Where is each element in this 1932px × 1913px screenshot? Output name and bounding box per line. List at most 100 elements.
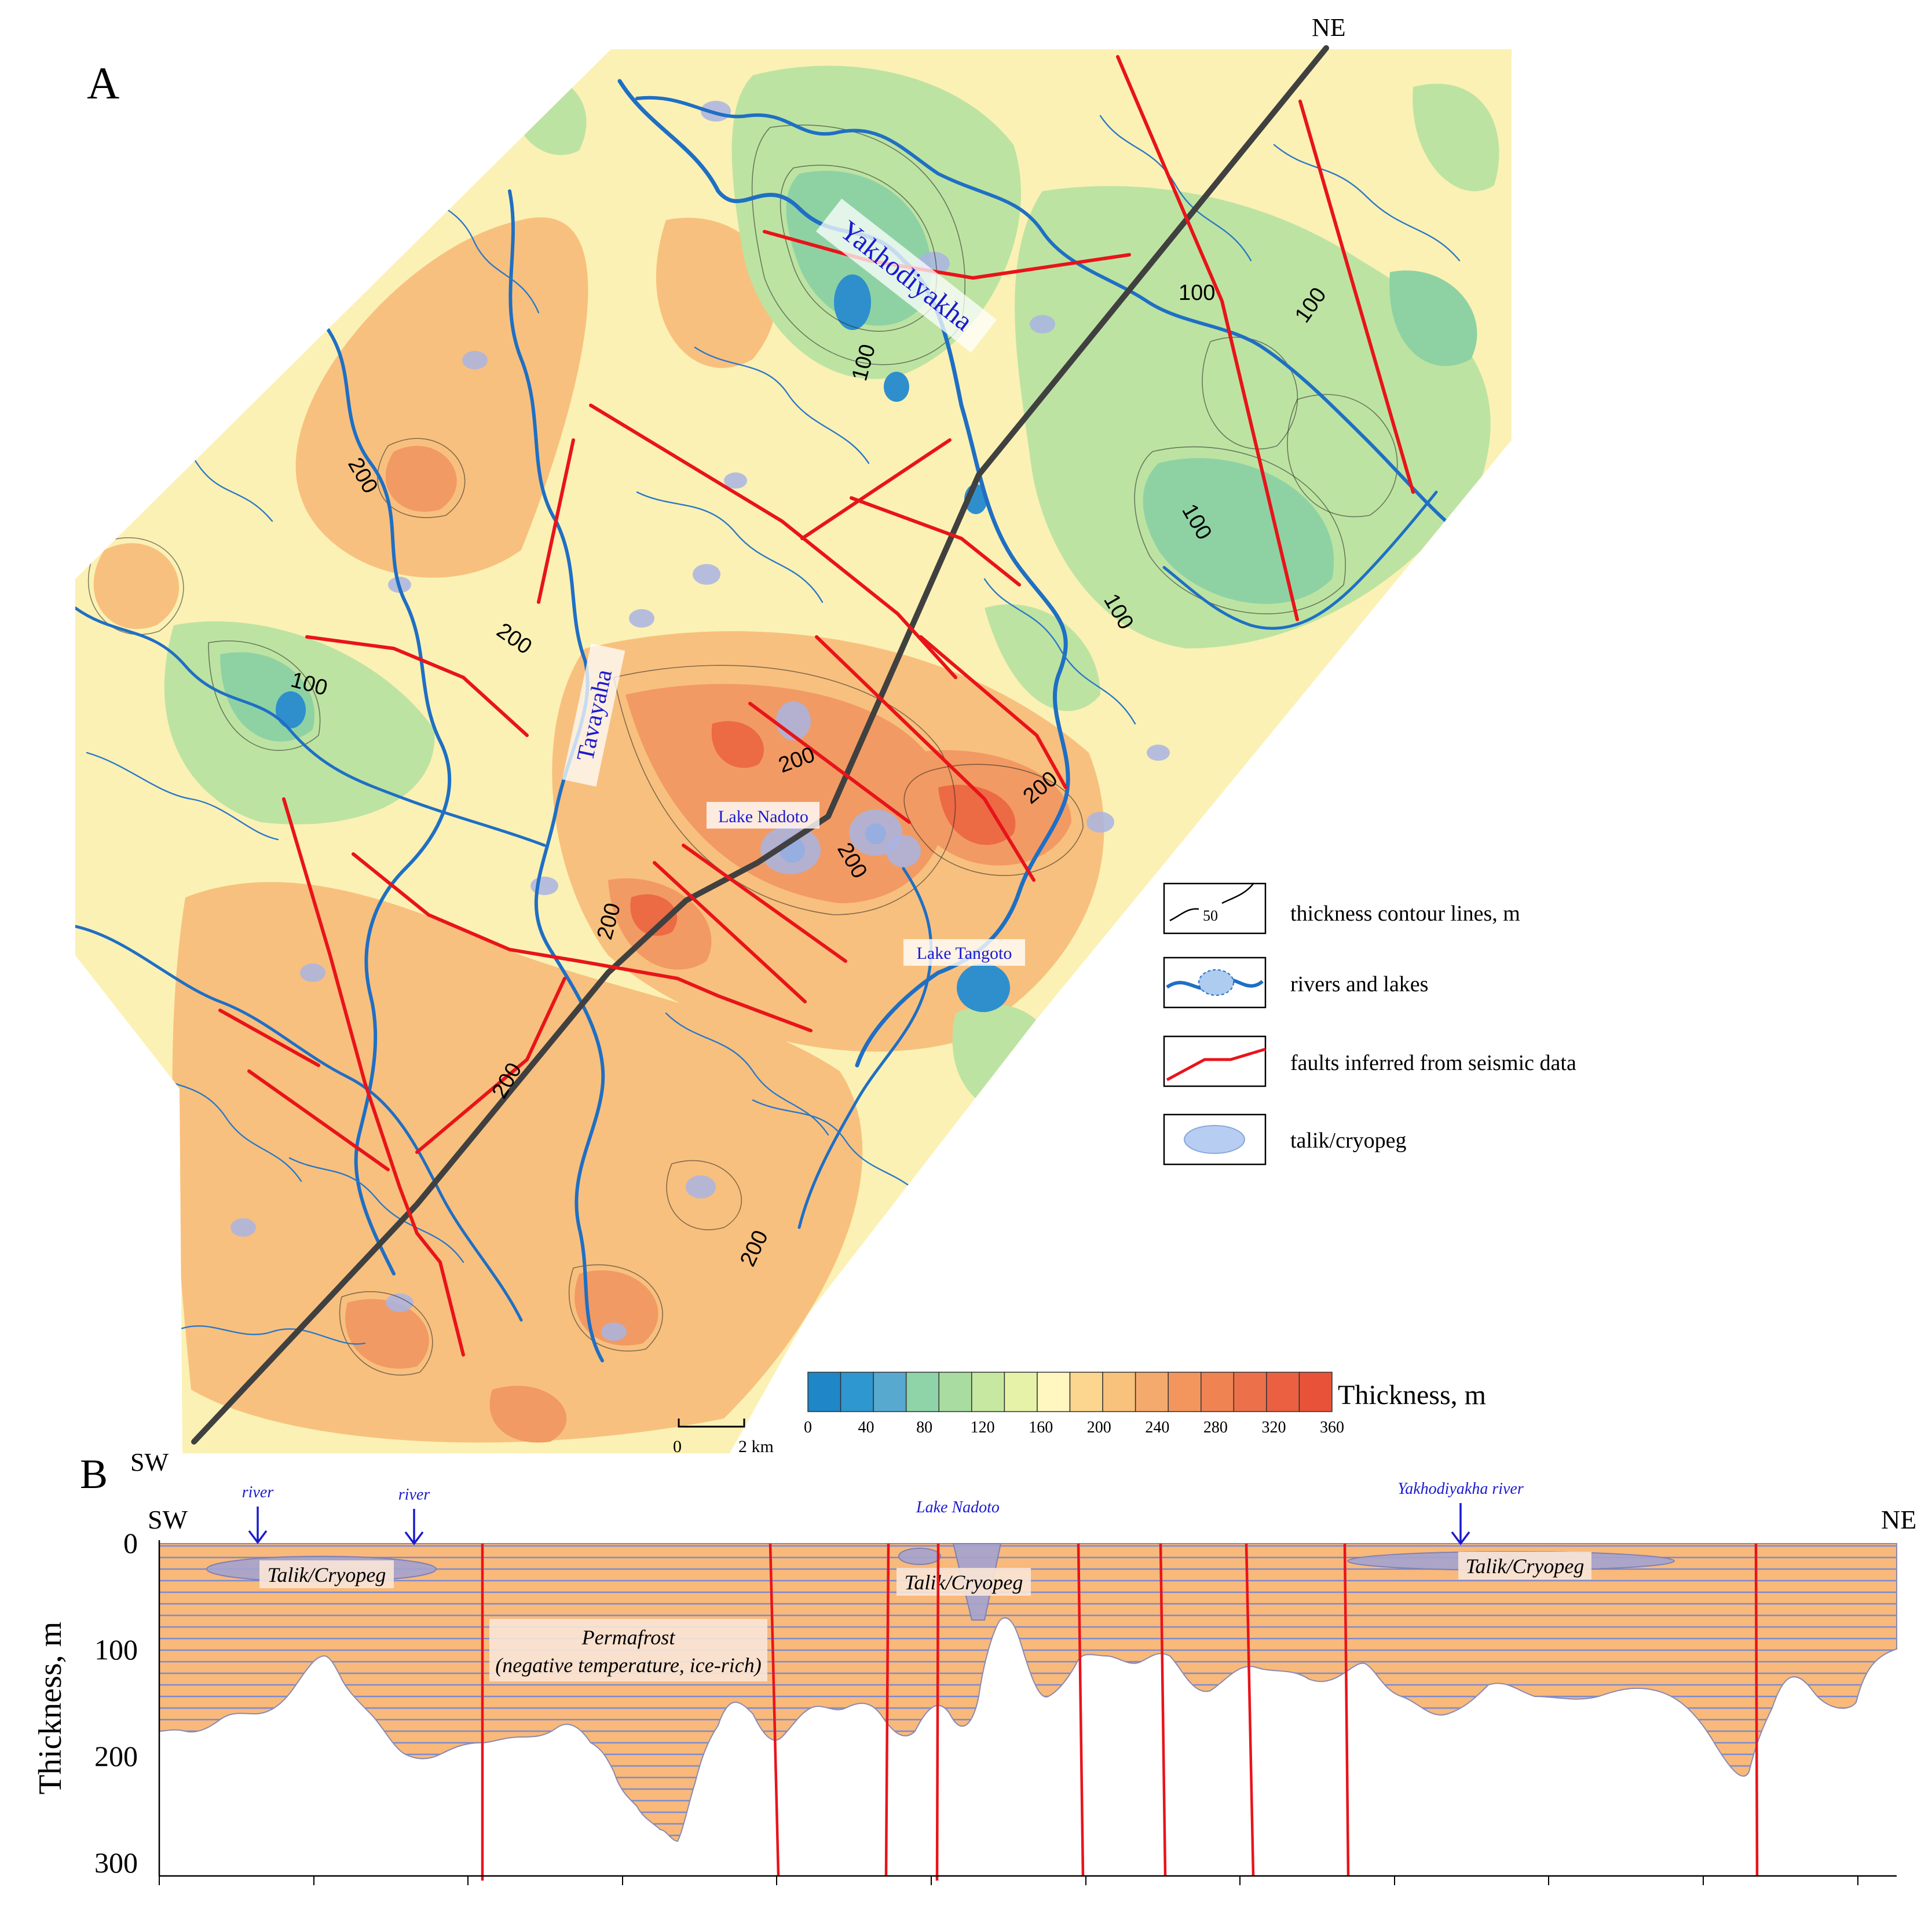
fault-section <box>1245 1543 1255 1877</box>
colorbar-tick-label: 0 <box>804 1419 812 1436</box>
colorbar-cell <box>1233 1372 1267 1412</box>
contour-label: 100 <box>1179 281 1215 305</box>
y-tick-label: 100 <box>94 1633 138 1666</box>
legend-item-contours: 50 thickness contour lines, m <box>1163 882 1520 934</box>
fault-map <box>653 861 807 1003</box>
colorbar-cell <box>1069 1372 1103 1412</box>
fault-map <box>682 844 847 963</box>
fault-section <box>935 1543 940 1881</box>
legend-label-contours: thickness contour lines, m <box>1290 901 1520 926</box>
talik-label-1: Talik/Cryopeg <box>268 1563 386 1586</box>
river-yakhodiyakha <box>617 79 1070 1068</box>
colorbar-tick-label: 40 <box>858 1419 874 1436</box>
talik-spots <box>230 101 1170 1341</box>
tributaries <box>86 115 1461 1345</box>
y-tick-label: 300 <box>94 1846 138 1879</box>
fault-map <box>815 635 1035 882</box>
river-tavayaha <box>508 189 605 1362</box>
permafrost-label-line1: Permafrost <box>581 1626 676 1649</box>
colorbar-tick-label: 120 <box>971 1419 995 1436</box>
annotation-yakhodiyakha: Yakhodiyakha river <box>1397 1480 1524 1498</box>
fault-section <box>1077 1543 1085 1877</box>
colorbar-cell <box>1298 1372 1333 1412</box>
colorbar-cells <box>807 1372 1333 1412</box>
annotation-river-2: river <box>398 1486 430 1504</box>
label-backdrop <box>562 643 625 787</box>
section-right-end: NE <box>1881 1505 1916 1534</box>
colorbar-cell <box>1102 1372 1136 1412</box>
river-network <box>75 79 1512 1362</box>
panel-b-label: B <box>80 1451 108 1497</box>
lake-label-nadoto: Lake Nadoto <box>718 807 808 826</box>
fault-map <box>1298 100 1415 494</box>
scale-bar-start: 0 <box>673 1437 682 1456</box>
river-southwest <box>75 606 546 847</box>
legend-contour-line <box>1169 882 1254 922</box>
fault-map <box>247 1069 390 1171</box>
faults-section <box>481 1543 1759 1881</box>
fault-map <box>305 635 529 737</box>
fault-map <box>352 852 813 1032</box>
colorbar-tick-label: 160 <box>1029 1419 1053 1436</box>
colorbar-cell <box>905 1372 939 1412</box>
contour-lines <box>87 124 1398 1376</box>
colorbar-tick-label: 320 <box>1261 1419 1286 1436</box>
x-axis-ticks <box>159 1876 1858 1885</box>
annotation-lake-nadoto: Lake Nadoto <box>916 1498 1000 1516</box>
legend-contour-sample: 50 <box>1203 907 1218 924</box>
fault-map <box>415 977 566 1154</box>
cross-section: Talik/Cryopeg Talik/Cryopeg Talik/Cryope… <box>32 1480 1897 1885</box>
legend-fault-line <box>1166 1047 1266 1082</box>
colorbar-tick-label: 360 <box>1320 1419 1344 1436</box>
legend-swatch-contours <box>1163 882 1267 934</box>
fault-section <box>1343 1543 1350 1877</box>
river-south <box>75 925 523 1322</box>
thickest-zones <box>630 721 1016 936</box>
map-direction-sw: SW <box>130 1448 169 1476</box>
lake-label-tangoto: Lake Tangoto <box>917 944 1012 963</box>
river-west <box>323 323 452 1276</box>
colorbar-tick-label: 280 <box>1203 1419 1228 1436</box>
legend-item-talik: talik/cryopeg <box>1163 1113 1406 1166</box>
fault-map <box>282 797 465 1357</box>
fault-map <box>218 1009 320 1067</box>
colorbar-tick-label: 200 <box>1087 1419 1111 1436</box>
legend-item-faults: faults inferred from seismic data <box>1163 1035 1576 1087</box>
fault-map <box>589 404 957 679</box>
fault-section <box>769 1543 780 1877</box>
colorbar-cell <box>807 1372 841 1412</box>
permafrost-body <box>159 1543 1897 1842</box>
fault-map <box>537 438 575 604</box>
colorbar-cell <box>1004 1372 1038 1412</box>
river-main-east <box>635 96 1512 581</box>
colorbar-cell <box>1037 1372 1071 1412</box>
fault-map <box>850 496 1021 587</box>
talik-label-3: Talik/Cryopeg <box>1466 1555 1585 1578</box>
colorbar-title: Thickness, m <box>1338 1380 1486 1410</box>
legend: 50 thickness contour lines, m rivers and… <box>1163 882 1576 1166</box>
colorbar-cell <box>1168 1372 1202 1412</box>
profile-line <box>191 45 1329 1445</box>
legend-label-rivers: rivers and lakes <box>1290 972 1428 996</box>
section-annotations: river river Lake Nadoto Yakhodiyakha riv… <box>242 1480 1524 1516</box>
label-backdrop <box>815 198 997 353</box>
label-backdrop <box>897 1568 1031 1596</box>
colorbar: 0 40 80 120 160 200 240 280 320 360 Thickness, m <box>804 1372 1486 1436</box>
y-tick-labels: 0 100 200 300 <box>94 1527 138 1879</box>
permafrost-label-line2: (negative temperature, ice-rich) <box>495 1654 761 1677</box>
annotation-river-1: river <box>242 1483 274 1501</box>
map-direction-ne: NE <box>1312 13 1346 42</box>
label-backdrop <box>903 939 1025 966</box>
legend-lake-shape <box>1198 969 1234 996</box>
label-backdrop <box>707 802 819 829</box>
legend-label-faults: faults inferred from seismic data <box>1290 1051 1576 1075</box>
fault-section <box>884 1543 890 1877</box>
panel-a-label: A <box>87 58 119 108</box>
river-northeast-branch <box>1162 490 1438 630</box>
label-backdrop <box>489 1619 767 1681</box>
colorbar-tick-label: 80 <box>916 1419 932 1436</box>
faults-map <box>218 55 1415 1357</box>
colorbar-cell <box>938 1372 972 1412</box>
y-tick-label: 0 <box>123 1527 138 1559</box>
